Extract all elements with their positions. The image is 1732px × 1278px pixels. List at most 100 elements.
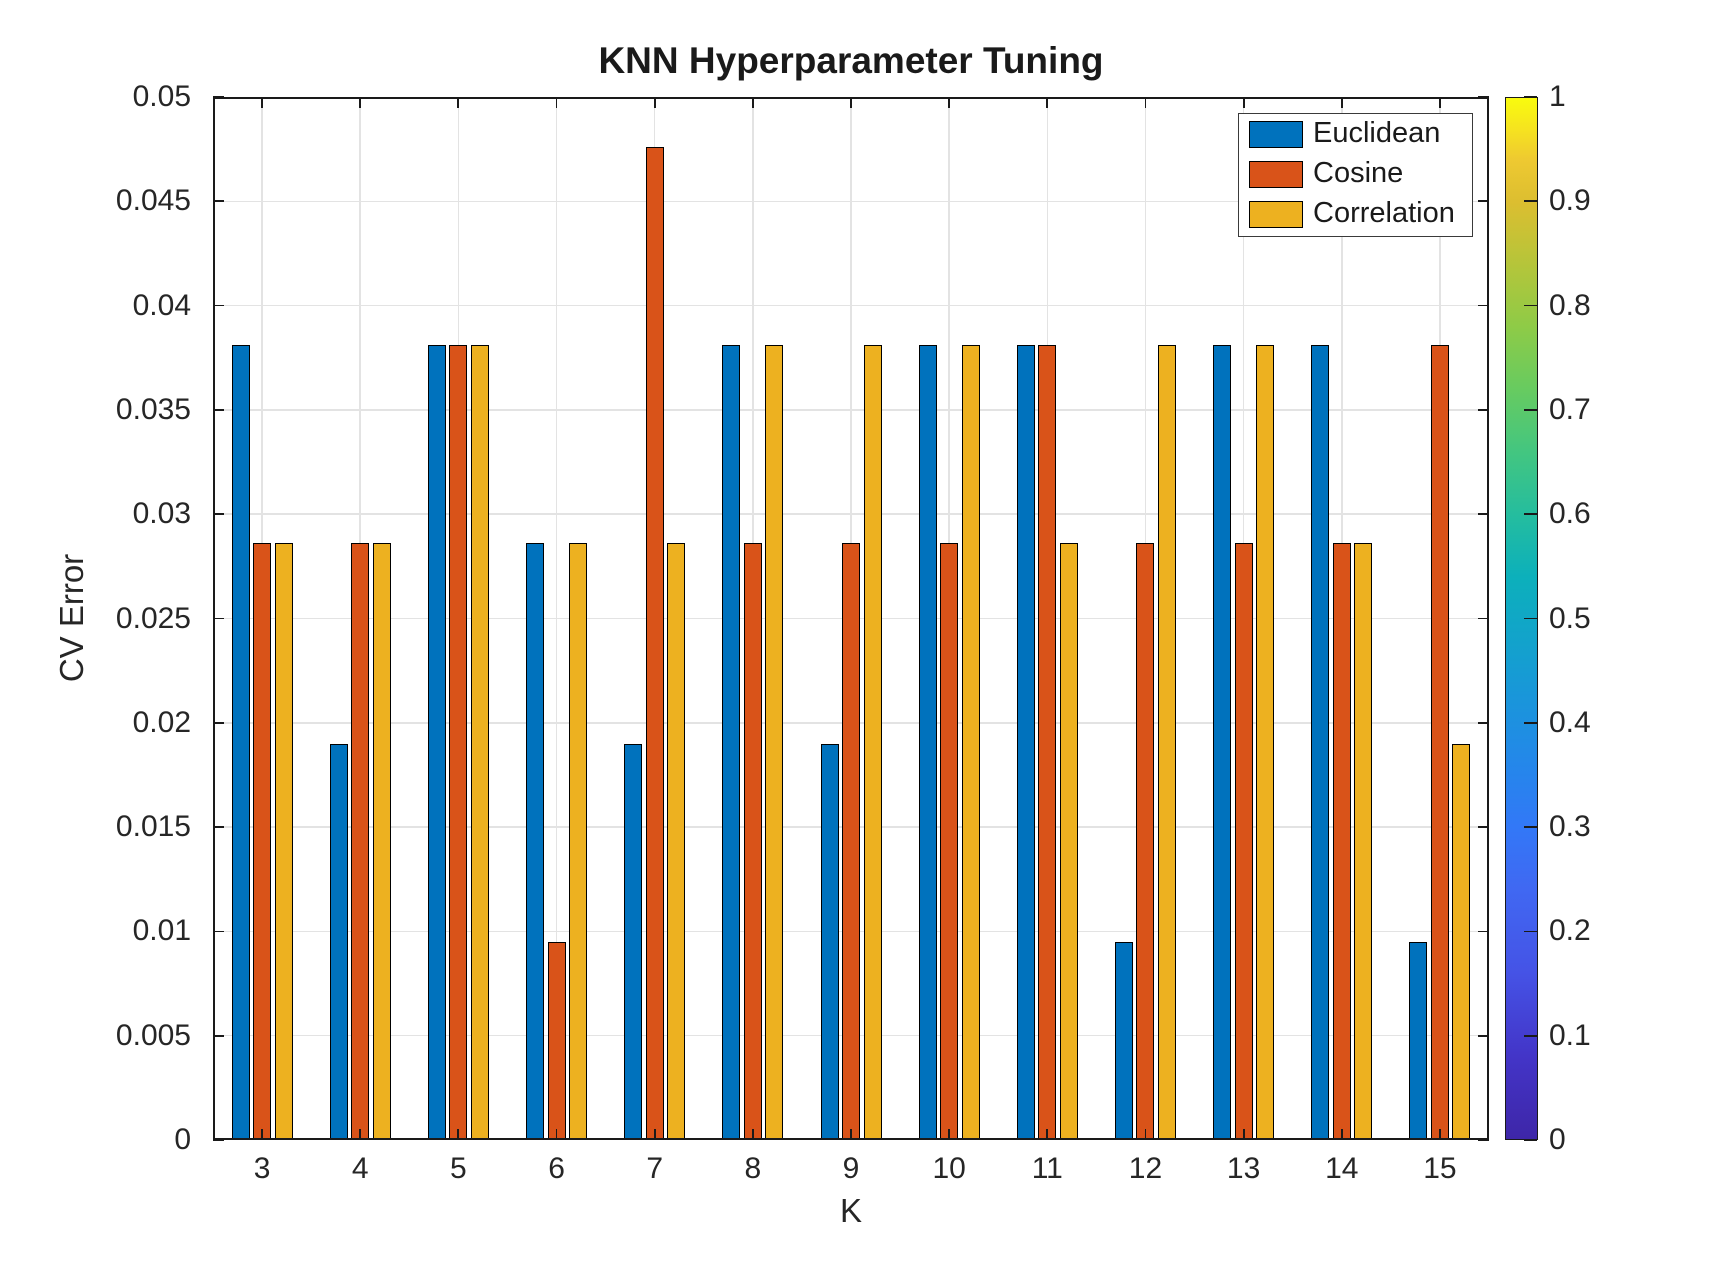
bar-euclidean-k10 — [918, 345, 937, 1140]
y-tick-mark-right — [1478, 1034, 1489, 1037]
bar-cosine-k4 — [351, 543, 370, 1140]
colorbar-tick-mark — [1524, 409, 1537, 411]
legend-label: Correlation — [1313, 197, 1455, 229]
y-tick-label: 0.015 — [115, 810, 191, 844]
bar-correlation-k13 — [1256, 345, 1275, 1140]
y-tick-label: 0.025 — [115, 601, 191, 635]
x-axis-label: K — [839, 1192, 862, 1229]
colorbar-tick-mark — [1524, 721, 1537, 724]
x-tick-mark-bottom — [948, 1129, 951, 1140]
x-tick-mark-top — [1242, 97, 1245, 108]
legend-entry-correlation: Correlation — [1239, 194, 1472, 234]
x-tick-mark-bottom — [653, 1129, 656, 1140]
bar-correlation-k11 — [1059, 543, 1078, 1140]
x-tick-label: 3 — [253, 1152, 271, 1185]
x-tick-mark-bottom — [359, 1129, 362, 1140]
y-axis-label: CV Error — [53, 553, 90, 683]
y-tick-mark-left — [213, 96, 224, 98]
plot-area — [213, 96, 1489, 1141]
colorbar-tick-label: 0.9 — [1549, 184, 1591, 218]
bar-correlation-k7 — [667, 543, 686, 1140]
chart-title: KNN Hyperparameter Tuning — [598, 40, 1104, 81]
legend-swatch-euclidean — [1249, 121, 1303, 148]
y-tick-mark-right — [1478, 1139, 1489, 1141]
y-tick-mark-left — [213, 826, 224, 828]
y-tick-mark-left — [213, 1034, 224, 1037]
y-tick-mark-left — [213, 721, 224, 724]
bar-cosine-k11 — [1038, 345, 1057, 1140]
colorbar-tick-label: 0.3 — [1549, 810, 1591, 844]
bar-euclidean-k3 — [231, 345, 250, 1140]
y-tick-mark-right — [1478, 513, 1489, 516]
legend-swatch-cosine — [1249, 161, 1303, 188]
colorbar-tick-label: 0.5 — [1549, 601, 1591, 635]
colorbar-tick-label: 0.2 — [1549, 914, 1591, 948]
x-tick-mark-bottom — [555, 1129, 558, 1140]
bar-euclidean-k13 — [1213, 345, 1232, 1140]
y-tick-mark-right — [1478, 200, 1489, 203]
colorbar-tick-label: 0.4 — [1549, 705, 1591, 739]
y-tick-label: 0.02 — [132, 705, 191, 739]
x-gridline — [555, 97, 558, 1140]
x-tick-mark-top — [261, 97, 263, 108]
y-tick-mark-right — [1478, 617, 1489, 620]
legend-swatch-correlation — [1249, 201, 1303, 228]
x-tick-mark-top — [555, 97, 558, 108]
y-tick-mark-right — [1478, 930, 1489, 933]
x-tick-label: 7 — [646, 1152, 664, 1185]
x-tick-mark-top — [1144, 97, 1147, 108]
y-tick-label: 0.005 — [115, 1018, 191, 1052]
x-tick-mark-bottom — [1439, 1129, 1441, 1140]
x-tick-label: 11 — [1031, 1152, 1063, 1185]
colorbar-tick-label: 0.8 — [1549, 288, 1591, 322]
colorbar-tick-mark — [1524, 1034, 1537, 1037]
bar-cosine-k7 — [645, 147, 664, 1140]
x-tick-label: 4 — [351, 1152, 369, 1185]
bar-cosine-k13 — [1234, 543, 1253, 1140]
bar-euclidean-k14 — [1311, 345, 1330, 1140]
colorbar-tick-mark — [1524, 930, 1537, 933]
x-tick-label: 6 — [548, 1152, 565, 1185]
x-tick-mark-bottom — [1340, 1129, 1343, 1140]
bar-correlation-k3 — [274, 543, 293, 1140]
x-tick-mark-bottom — [1046, 1129, 1049, 1140]
bar-correlation-k10 — [961, 345, 980, 1140]
bar-cosine-k3 — [253, 543, 272, 1140]
x-tick-label: 12 — [1128, 1152, 1163, 1185]
colorbar-tick-label: 1 — [1549, 80, 1566, 113]
y-tick-mark-left — [213, 617, 224, 620]
x-tick-label: 10 — [932, 1152, 966, 1185]
x-tick-label: 8 — [744, 1152, 762, 1185]
bar-cosine-k6 — [547, 941, 566, 1140]
bar-correlation-k15 — [1452, 743, 1471, 1140]
x-tick-mark-top — [457, 97, 460, 108]
colorbar-tick-label: 0 — [1549, 1123, 1566, 1156]
y-tick-mark-left — [213, 513, 224, 516]
bar-euclidean-k9 — [820, 743, 839, 1140]
y-tick-mark-right — [1478, 304, 1489, 307]
y-tick-mark-left — [213, 930, 224, 933]
x-tick-mark-top — [653, 97, 656, 108]
colorbar-tick-mark — [1524, 513, 1537, 516]
x-tick-mark-top — [850, 97, 852, 108]
y-tick-mark-right — [1478, 826, 1489, 828]
x-tick-mark-bottom — [850, 1129, 852, 1140]
y-tick-label: 0 — [174, 1123, 191, 1156]
bar-euclidean-k11 — [1016, 345, 1035, 1140]
bar-cosine-k12 — [1136, 543, 1155, 1140]
colorbar-tick-label: 0.7 — [1549, 392, 1591, 426]
x-tick-mark-bottom — [751, 1129, 754, 1140]
x-tick-mark-top — [1439, 97, 1441, 108]
bar-cosine-k8 — [743, 543, 762, 1140]
legend: Euclidean Cosine Correlation — [1238, 113, 1473, 237]
bar-correlation-k12 — [1157, 345, 1176, 1140]
y-tick-label: 0.05 — [132, 80, 191, 113]
x-tick-mark-top — [948, 97, 951, 108]
bar-euclidean-k8 — [722, 345, 741, 1140]
colorbar-tick-label: 0.6 — [1549, 497, 1591, 531]
y-tick-label: 0.035 — [115, 392, 191, 426]
bar-correlation-k6 — [569, 543, 588, 1140]
x-tick-mark-bottom — [261, 1129, 263, 1140]
x-tick-label: 14 — [1325, 1152, 1359, 1185]
